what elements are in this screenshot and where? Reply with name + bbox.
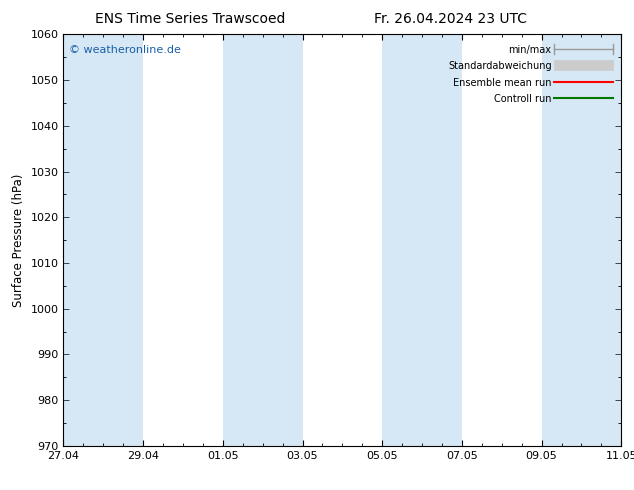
Text: Controll run: Controll run xyxy=(494,94,552,104)
Bar xyxy=(382,34,462,446)
Bar xyxy=(554,60,613,70)
Text: Ensemble mean run: Ensemble mean run xyxy=(453,77,552,88)
Bar xyxy=(541,34,621,446)
Text: Fr. 26.04.2024 23 UTC: Fr. 26.04.2024 23 UTC xyxy=(373,12,527,26)
Text: ENS Time Series Trawscoed: ENS Time Series Trawscoed xyxy=(95,12,285,26)
Text: Standardabweichung: Standardabweichung xyxy=(448,61,552,71)
Bar xyxy=(223,34,302,446)
Bar xyxy=(63,34,143,446)
Text: © weatheronline.de: © weatheronline.de xyxy=(69,45,181,54)
Text: min/max: min/max xyxy=(508,45,552,54)
Y-axis label: Surface Pressure (hPa): Surface Pressure (hPa) xyxy=(12,173,25,307)
